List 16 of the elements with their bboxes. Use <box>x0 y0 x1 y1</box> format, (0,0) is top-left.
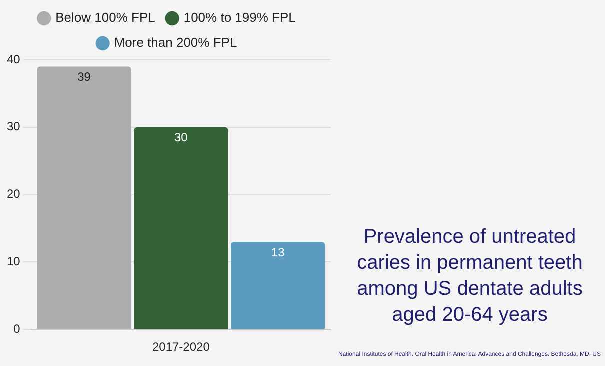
data-label: 39 <box>78 70 92 84</box>
bar <box>37 66 132 330</box>
y-tick-label: 30 <box>6 120 21 134</box>
y-tick-label: 20 <box>6 187 21 202</box>
y-tick-label: 0 <box>14 322 21 336</box>
y-tick-label: 10 <box>6 254 21 269</box>
x-tick-label: 2017-2020 <box>152 340 210 354</box>
data-label: 13 <box>271 245 286 260</box>
legend-label: 100% to 199% FPL <box>184 10 296 26</box>
bar <box>231 242 326 330</box>
data-label: 30 <box>174 130 188 145</box>
legend-label: Below 100% FPL <box>56 10 156 26</box>
y-tick-label: 40 <box>6 52 21 66</box>
legend-label: More than 200% FPL <box>114 35 238 50</box>
text: Prevalence of untreated caries in permanent teeth among US dentate adults aged 20-64 years <box>356 225 584 328</box>
bar <box>134 127 228 330</box>
